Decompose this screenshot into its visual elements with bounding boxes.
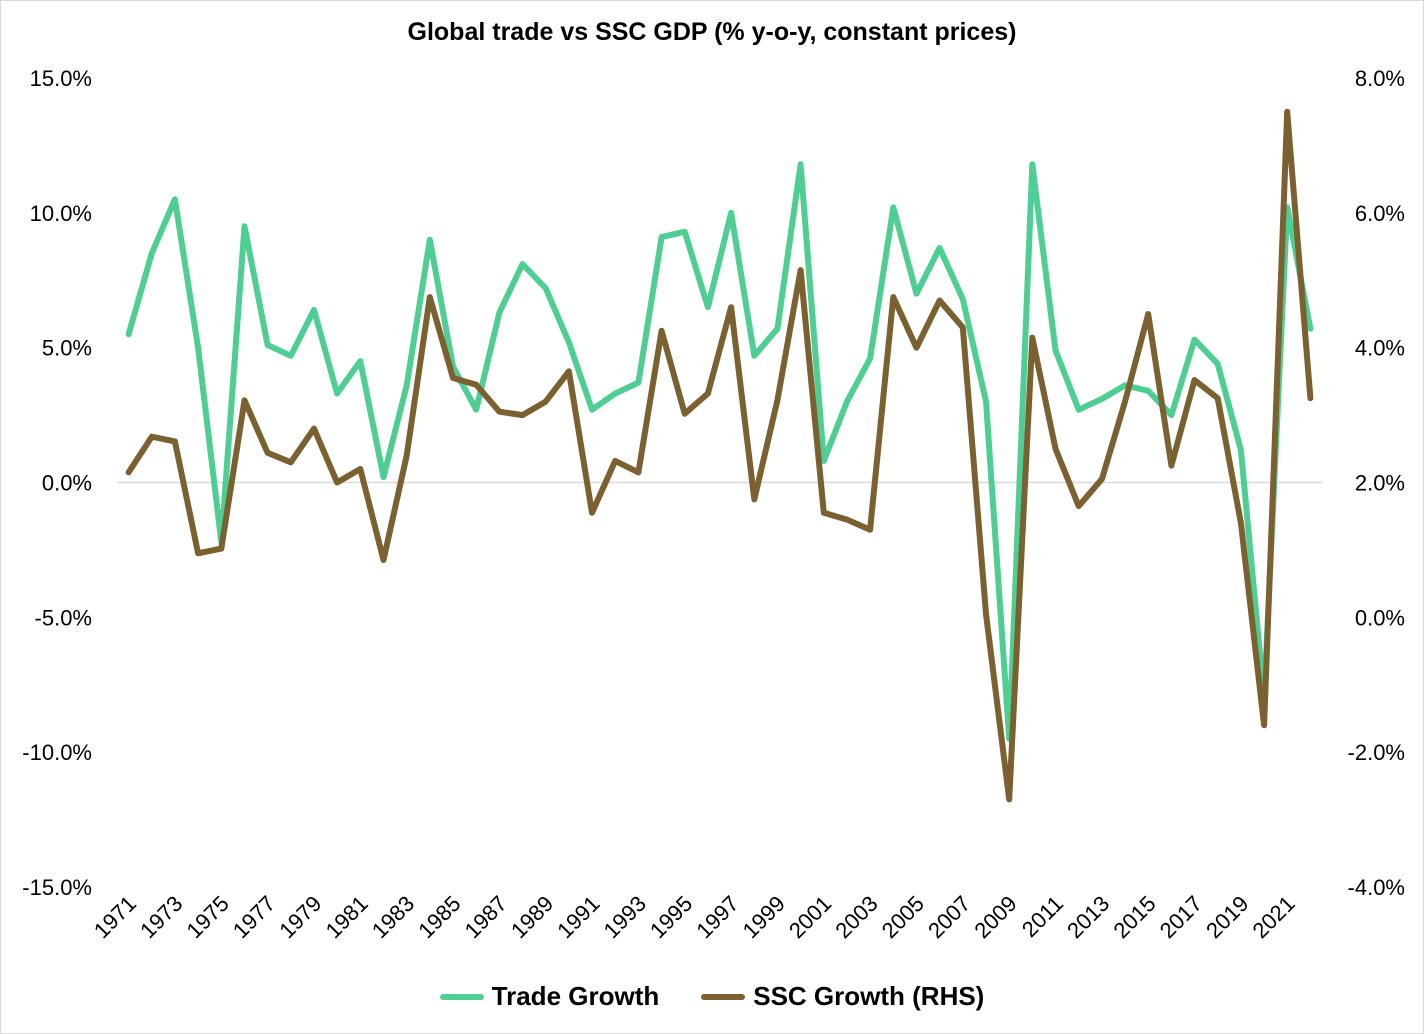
x-tick-label: 2001 [784, 891, 836, 943]
x-tick-label: 1975 [182, 891, 234, 943]
x-tick-label: 1973 [135, 891, 187, 943]
series-lines [125, 108, 1314, 803]
right-axis: 8.0% 6.0% 4.0% 2.0% 0.0% -2.0% -4.0% [1348, 66, 1405, 900]
x-tick-label: 1995 [645, 891, 697, 943]
series-line-ssc-growth [125, 108, 1314, 803]
legend-label-ssc: SSC Growth (RHS) [753, 981, 985, 1011]
x-tick-label: 1977 [228, 891, 280, 943]
x-tick-label: 2013 [1062, 891, 1114, 943]
x-tick-label: 2021 [1247, 891, 1299, 943]
right-tick-label: 0.0% [1355, 605, 1405, 630]
legend: Trade Growth SSC Growth (RHS) [0, 981, 1424, 1012]
left-tick-label: -15.0% [22, 875, 92, 900]
x-axis: 1971197319751977197919811983198519871989… [89, 891, 1300, 943]
legend-label-trade: Trade Growth [491, 981, 660, 1011]
x-tick-label: 2007 [923, 891, 975, 943]
x-tick-label: 1979 [274, 891, 326, 943]
x-tick-label: 1989 [506, 891, 558, 943]
legend-swatch-trade [439, 993, 484, 1000]
left-axis: 15.0% 10.0% 5.0% 0.0% -5.0% -10.0% -15.0% [22, 66, 92, 900]
x-tick-label: 1991 [552, 891, 604, 943]
right-tick-label: 6.0% [1355, 201, 1405, 226]
x-tick-label: 1985 [413, 891, 465, 943]
x-tick-label: 2009 [969, 891, 1021, 943]
series-line-trade-growth [125, 161, 1314, 742]
left-tick-label: 0.0% [42, 471, 92, 496]
right-tick-label: 4.0% [1355, 336, 1405, 361]
legend-item-ssc: SSC Growth (RHS) [701, 981, 984, 1012]
x-tick-label: 2005 [877, 891, 929, 943]
x-tick-label: 1983 [367, 891, 419, 943]
x-tick-label: 2019 [1201, 891, 1253, 943]
x-tick-label: 1987 [460, 891, 512, 943]
right-tick-label: 8.0% [1355, 66, 1405, 91]
right-tick-label: -4.0% [1348, 875, 1405, 900]
legend-item-trade: Trade Growth [439, 981, 660, 1012]
x-tick-label: 1993 [599, 891, 651, 943]
left-tick-label: 5.0% [42, 336, 92, 361]
x-tick-label: 2017 [1155, 891, 1207, 943]
legend-swatch-ssc [701, 993, 746, 1000]
x-tick-label: 1997 [691, 891, 743, 943]
x-tick-label: 2011 [1017, 891, 1068, 942]
x-tick-label: 1999 [738, 891, 790, 943]
left-tick-label: -10.0% [22, 740, 92, 765]
left-tick-label: -5.0% [35, 605, 92, 630]
right-tick-label: -2.0% [1348, 740, 1405, 765]
x-tick-label: 1971 [89, 891, 141, 943]
left-tick-label: 15.0% [30, 66, 92, 91]
chart-title: Global trade vs SSC GDP (% y-o-y, consta… [407, 18, 1017, 46]
left-tick-label: 10.0% [30, 201, 92, 226]
right-tick-label: 2.0% [1355, 471, 1405, 496]
x-tick-label: 2015 [1108, 891, 1160, 943]
x-tick-label: 1981 [321, 891, 373, 943]
x-tick-label: 2003 [830, 891, 882, 943]
